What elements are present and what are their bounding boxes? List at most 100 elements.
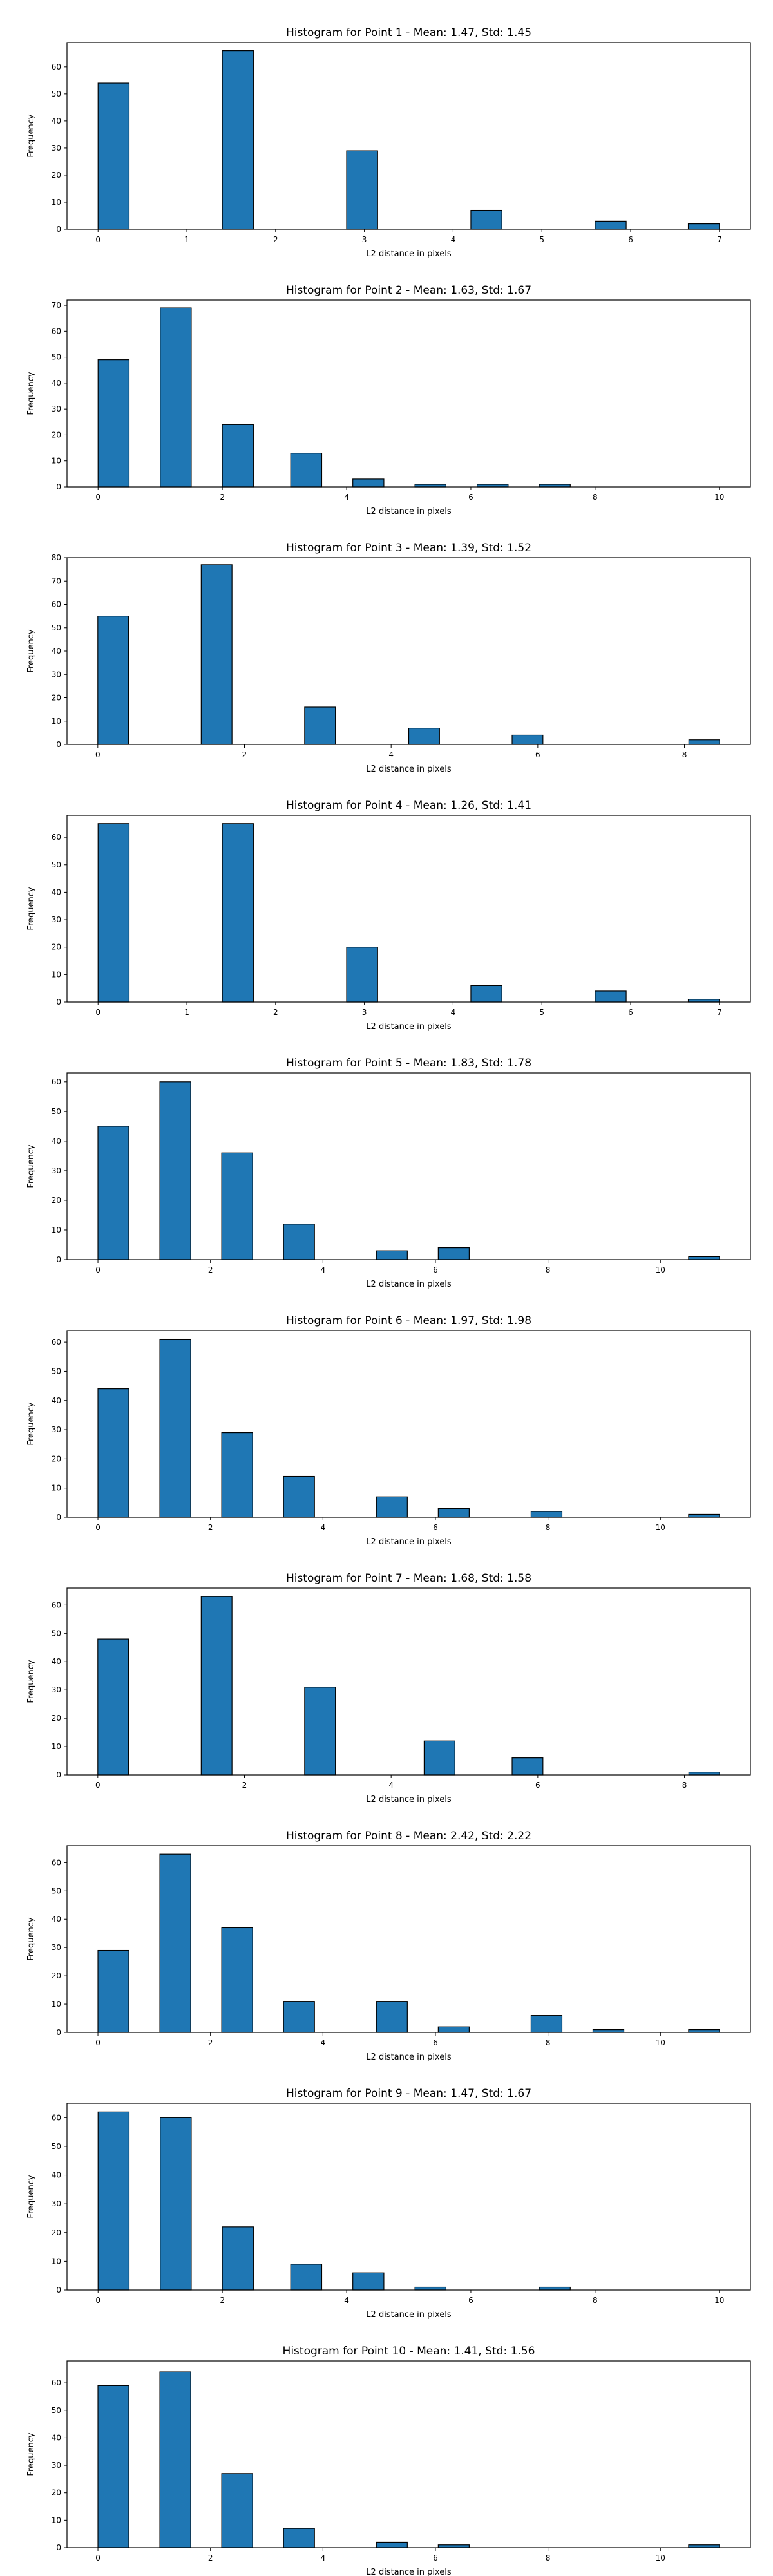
y-tick-label: 50: [52, 1107, 61, 1116]
y-tick-label: 20: [52, 2488, 61, 2497]
y-tick-label: 50: [52, 90, 61, 99]
histogram-bar: [222, 50, 254, 230]
x-tick-label: 4: [451, 1008, 456, 1017]
histogram-bar: [688, 1513, 720, 1518]
histogram-bar: [283, 2001, 315, 2033]
x-tick-label: 10: [656, 1523, 665, 1532]
histogram-bar: [97, 823, 130, 1003]
x-tick-label: 6: [433, 2553, 438, 2562]
histogram-bar: [687, 223, 720, 230]
axes-frame: [66, 815, 751, 1003]
x-tick-label: 8: [546, 2553, 551, 2562]
x-tick-label: 4: [388, 750, 394, 759]
histogram-bar: [283, 2528, 315, 2548]
y-tick-label: 10: [52, 970, 61, 979]
y-tick-label: 60: [52, 1600, 61, 1609]
histogram-bar: [283, 1224, 315, 1260]
chart-title: Histogram for Point 8 - Mean: 2.42, Std:…: [286, 1830, 531, 1842]
histogram-bar: [414, 2286, 446, 2291]
chart-panel-2: Histogram for Point 2 - Mean: 1.63, Std:…: [26, 284, 751, 516]
x-axis-label: L2 distance in pixels: [366, 1795, 452, 1804]
y-tick-label: 10: [52, 1484, 61, 1493]
axes-frame: [66, 299, 751, 488]
histogram-bar: [595, 990, 627, 1003]
x-tick-label: 6: [628, 1008, 633, 1017]
y-tick-label: 30: [52, 1685, 61, 1694]
histogram-bar: [200, 1596, 233, 1776]
axes-frame: [66, 2360, 751, 2548]
x-tick-label: 2: [208, 1265, 213, 1274]
y-tick-label: 30: [52, 670, 61, 679]
y-tick-label: 10: [52, 2515, 61, 2524]
x-tick-label: 4: [451, 235, 456, 244]
y-tick-label: 10: [52, 717, 61, 726]
y-tick-label: 60: [52, 1858, 61, 1867]
histogram-bar: [437, 2544, 470, 2548]
x-tick-label: 10: [656, 2553, 665, 2562]
x-tick-label: 4: [344, 2296, 349, 2305]
chart-panel-8: Histogram for Point 8 - Mean: 2.42, Std:…: [26, 1830, 751, 2062]
y-tick-label: 0: [56, 1255, 61, 1264]
y-tick-label: 80: [52, 553, 61, 562]
y-tick-label: 0: [56, 225, 61, 234]
x-tick-label: 2: [220, 2296, 225, 2305]
y-tick-label: 0: [56, 2543, 61, 2552]
y-tick-label: 0: [56, 1513, 61, 1522]
histogram-bar: [595, 220, 627, 230]
histogram-bar: [437, 1247, 470, 1260]
histogram-bar: [97, 1949, 129, 2033]
x-axis-label: L2 distance in pixels: [366, 1022, 452, 1032]
histogram-bar: [437, 1508, 470, 1518]
histogram-bar: [97, 82, 130, 230]
histogram-bar: [414, 484, 446, 488]
y-tick-label: 30: [52, 144, 61, 153]
x-tick-label: 1: [184, 235, 189, 244]
y-tick-label: 50: [52, 1367, 61, 1376]
histogram-bar: [159, 1338, 191, 1518]
y-tick-label: 20: [52, 1196, 61, 1205]
histogram-bar: [470, 985, 502, 1003]
y-tick-label: 20: [52, 1971, 61, 1980]
histogram-bar: [346, 150, 378, 230]
y-tick-label: 70: [52, 576, 61, 585]
chart-title: Histogram for Point 10 - Mean: 1.41, Std…: [283, 2345, 535, 2358]
x-axis-label: L2 distance in pixels: [366, 507, 452, 516]
histogram-bar: [222, 2226, 254, 2291]
y-tick-label: 30: [52, 404, 61, 413]
y-tick-label: 20: [52, 1454, 61, 1463]
histogram-bar: [511, 1757, 544, 1776]
chart-panel-5: Histogram for Point 5 - Mean: 1.83, Std:…: [26, 1057, 751, 1289]
x-axis-label: L2 distance in pixels: [366, 1280, 452, 1289]
histogram-bar: [530, 1511, 563, 1518]
y-axis-label: Frequency: [26, 1144, 36, 1188]
histogram-bar: [376, 2541, 408, 2548]
y-tick-label: 20: [52, 694, 61, 703]
y-tick-label: 60: [52, 1338, 61, 1347]
y-tick-label: 40: [52, 117, 61, 126]
x-tick-label: 2: [273, 1008, 278, 1017]
histogram-bar: [200, 564, 233, 745]
x-tick-label: 2: [220, 493, 225, 502]
x-tick-label: 4: [344, 493, 349, 502]
y-tick-label: 40: [52, 887, 61, 896]
x-tick-label: 8: [593, 493, 598, 502]
y-tick-label: 50: [52, 1629, 61, 1638]
histogram-bar: [376, 2001, 408, 2033]
y-tick-label: 60: [52, 833, 61, 842]
x-tick-label: 0: [95, 2296, 100, 2305]
histogram-bar: [423, 1740, 455, 1776]
y-tick-label: 10: [52, 457, 61, 466]
axes-frame: [66, 2103, 751, 2291]
x-tick-label: 6: [433, 1523, 438, 1532]
axes-frame: [66, 1587, 751, 1776]
histogram-bar: [304, 706, 336, 745]
x-tick-label: 0: [95, 235, 100, 244]
y-tick-label: 0: [56, 998, 61, 1007]
x-tick-label: 7: [717, 1008, 722, 1017]
x-tick-label: 6: [433, 1265, 438, 1274]
x-tick-label: 4: [321, 2553, 326, 2562]
x-axis-label: L2 distance in pixels: [366, 764, 452, 774]
x-axis-label: L2 distance in pixels: [366, 249, 452, 259]
x-tick-label: 4: [321, 2038, 326, 2047]
